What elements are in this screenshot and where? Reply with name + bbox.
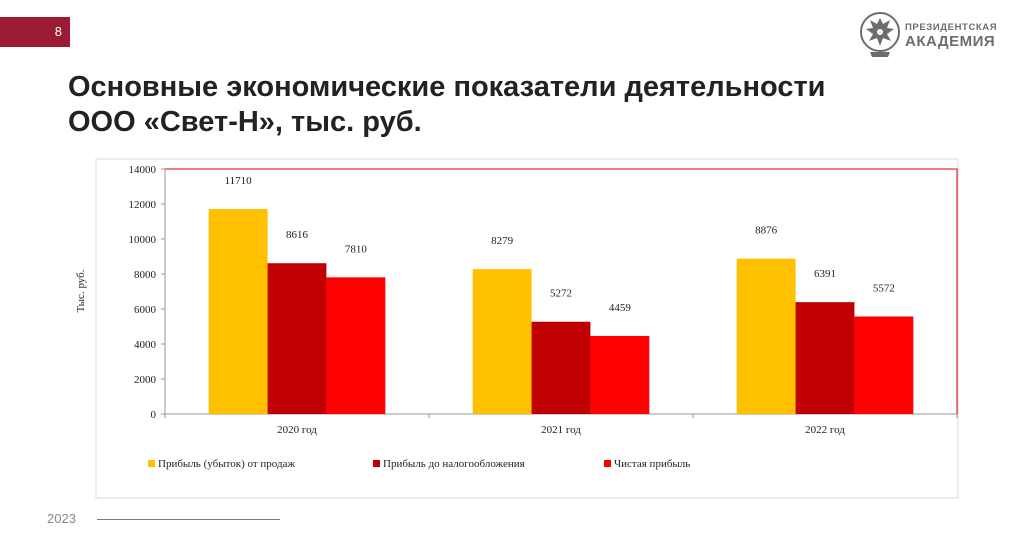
y-tick-label: 2000	[134, 374, 157, 386]
legend: Прибыль (убыток) от продаж Прибыль до нал…	[148, 458, 690, 470]
x-tick-label: 2020 год	[277, 424, 317, 436]
y-axis: 0 2000 4000 6000 8000 10000 12000 14000	[129, 164, 166, 421]
data-label: 7810	[345, 243, 368, 255]
y-tick-label: 0	[151, 409, 157, 421]
logo-text-line1: ПРЕЗИДЕНТСКАЯ	[905, 22, 998, 33]
slide-number-tab: 8	[0, 17, 70, 47]
data-label: 6391	[814, 268, 836, 280]
legend-label: Чистая прибыль	[614, 458, 690, 470]
bar	[590, 335, 650, 414]
bar	[736, 258, 796, 414]
bar	[795, 302, 855, 414]
data-label: 8876	[755, 225, 778, 237]
footer-year: 2023	[47, 511, 76, 526]
chart-frame	[95, 158, 959, 499]
bar	[854, 316, 914, 414]
bar	[472, 269, 532, 414]
page-title: Основные экономические показатели деятел…	[68, 70, 948, 140]
data-label: 11710	[225, 175, 253, 187]
x-tick-label: 2021 год	[541, 424, 581, 436]
data-label: 8616	[286, 229, 309, 241]
y-tick-label: 8000	[134, 269, 157, 281]
y-tick-label: 4000	[134, 339, 157, 351]
bar	[531, 321, 591, 414]
legend-swatch	[148, 460, 155, 467]
eagle-emblem-icon	[860, 12, 900, 57]
logo: ПРЕЗИДЕНТСКАЯ АКАДЕМИЯ	[858, 8, 998, 64]
x-axis: 2020 год 2021 год 2022 год	[164, 413, 958, 436]
slide-number: 8	[54, 24, 62, 39]
y-tick-label: 10000	[129, 234, 157, 246]
bar	[208, 209, 268, 414]
footer-divider	[97, 519, 280, 520]
legend-label: Прибыль (убыток) от продаж	[158, 458, 295, 470]
data-label: 4459	[609, 302, 632, 314]
page-title-line2: ООО «Свет-Н», тыс. руб.	[68, 106, 422, 138]
y-axis-title: Тыс. руб.	[75, 269, 87, 312]
x-tick-label: 2022 год	[805, 424, 845, 436]
legend-swatch	[373, 460, 380, 467]
page-title-line1: Основные экономические показатели деятел…	[68, 71, 826, 103]
bar	[267, 263, 327, 414]
data-label: 5572	[873, 282, 895, 294]
bar	[326, 277, 386, 414]
y-tick-label: 6000	[134, 304, 157, 316]
legend-swatch	[604, 460, 611, 467]
y-tick-label: 14000	[129, 164, 157, 176]
data-label: 8279	[491, 235, 514, 247]
data-label: 5272	[550, 288, 572, 300]
value-labels-group: 11710 8616 7810 8279 5272 4459 8876 6391 5572	[225, 175, 895, 314]
bars-group	[208, 209, 914, 414]
logo-text-line2: АКАДЕМИЯ	[905, 33, 996, 50]
legend-label: Прибыль до налогообложения	[383, 458, 525, 470]
y-tick-label: 12000	[129, 199, 157, 211]
